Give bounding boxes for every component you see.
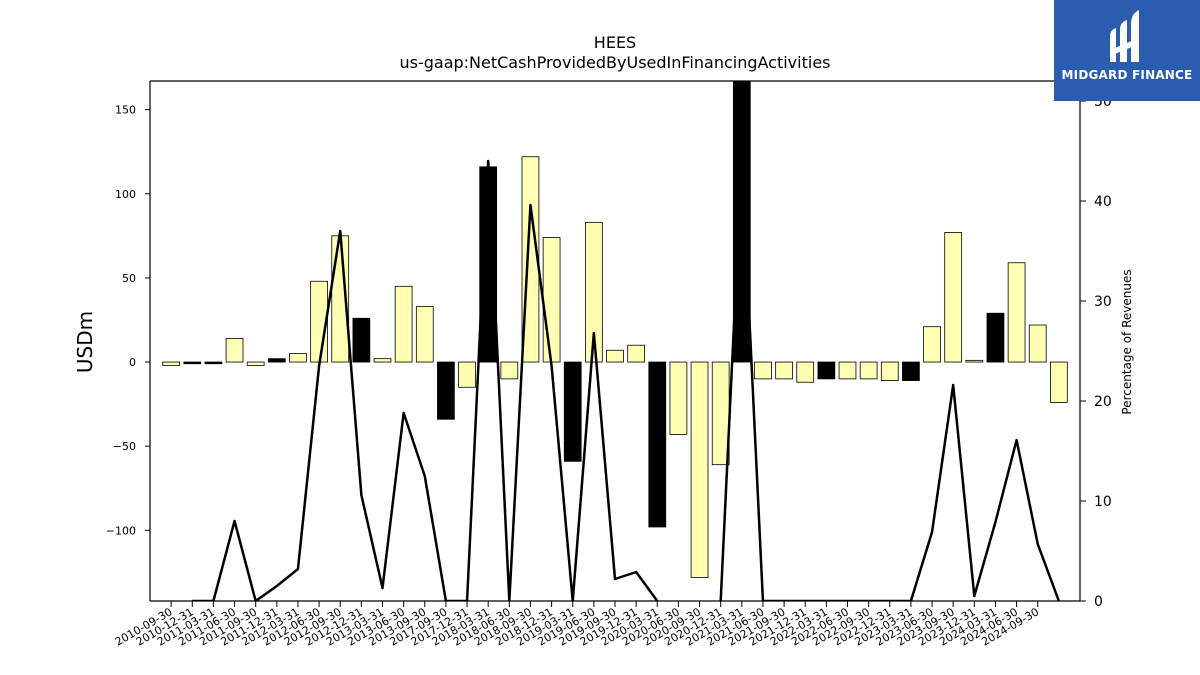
bar: [162, 361, 180, 366]
bar: [775, 361, 793, 380]
bar: [542, 237, 561, 363]
bar: [352, 317, 371, 363]
bar: [796, 361, 815, 383]
brand-name: MIDGARD FINANCE: [1061, 68, 1193, 82]
bar: [183, 361, 202, 365]
bar: [500, 361, 519, 380]
bar: [1028, 324, 1047, 363]
bar: [690, 361, 709, 578]
bar: [1007, 262, 1026, 363]
chart-subtitle: us-gaap:NetCashProvidedByUsedInFinancing…: [399, 53, 830, 72]
y2-tick-label: 30: [1094, 294, 1112, 310]
y-axis-label: USDm: [73, 311, 97, 373]
bar: [373, 358, 392, 363]
bar: [902, 361, 920, 381]
bar: [732, 81, 751, 363]
bar: [817, 361, 836, 380]
bar: [585, 221, 603, 363]
bar: [923, 326, 941, 363]
bar: [880, 361, 899, 381]
bar: [669, 361, 688, 435]
bar: [606, 349, 624, 363]
y2-tick-label: 40: [1094, 194, 1112, 210]
series-line: [192, 159, 659, 601]
bar: [289, 353, 307, 363]
bar: [838, 361, 857, 380]
bar: [944, 232, 963, 363]
bar: [246, 361, 265, 366]
y-tick-label: −50: [113, 440, 136, 453]
midgard-logo-icon: [1110, 10, 1139, 62]
y-tick-label: 50: [122, 272, 136, 285]
bar: [415, 306, 434, 363]
plot-area: [162, 81, 1068, 601]
bar: [965, 359, 984, 363]
series-line: [719, 159, 1061, 601]
bar: [986, 312, 1005, 363]
y-tick-label: 0: [129, 356, 136, 369]
y2-tick-label: 0: [1094, 594, 1103, 610]
y2-tick-label: 10: [1094, 494, 1112, 510]
bar: [711, 361, 730, 466]
y-tick-label: 100: [115, 188, 136, 201]
y2-tick-label: 20: [1094, 394, 1112, 410]
bar: [204, 361, 223, 365]
chart-title: HEES: [594, 33, 636, 52]
bar: [521, 156, 540, 363]
y-tick-label: −100: [106, 524, 136, 537]
y2-axis-label: Percentage of Revenues: [1120, 269, 1134, 414]
bar: [754, 361, 772, 380]
bar: [859, 361, 878, 380]
brand-logo: MIDGARD FINANCE: [1054, 0, 1200, 101]
bar: [627, 344, 645, 363]
y-tick-label: 150: [115, 104, 136, 117]
bar: [458, 361, 476, 388]
bar: [437, 361, 455, 420]
bar: [225, 338, 244, 363]
bar: [648, 361, 667, 528]
bar: [394, 285, 413, 363]
bar: [563, 361, 582, 462]
bar: [1050, 361, 1068, 403]
bar: [267, 358, 286, 363]
